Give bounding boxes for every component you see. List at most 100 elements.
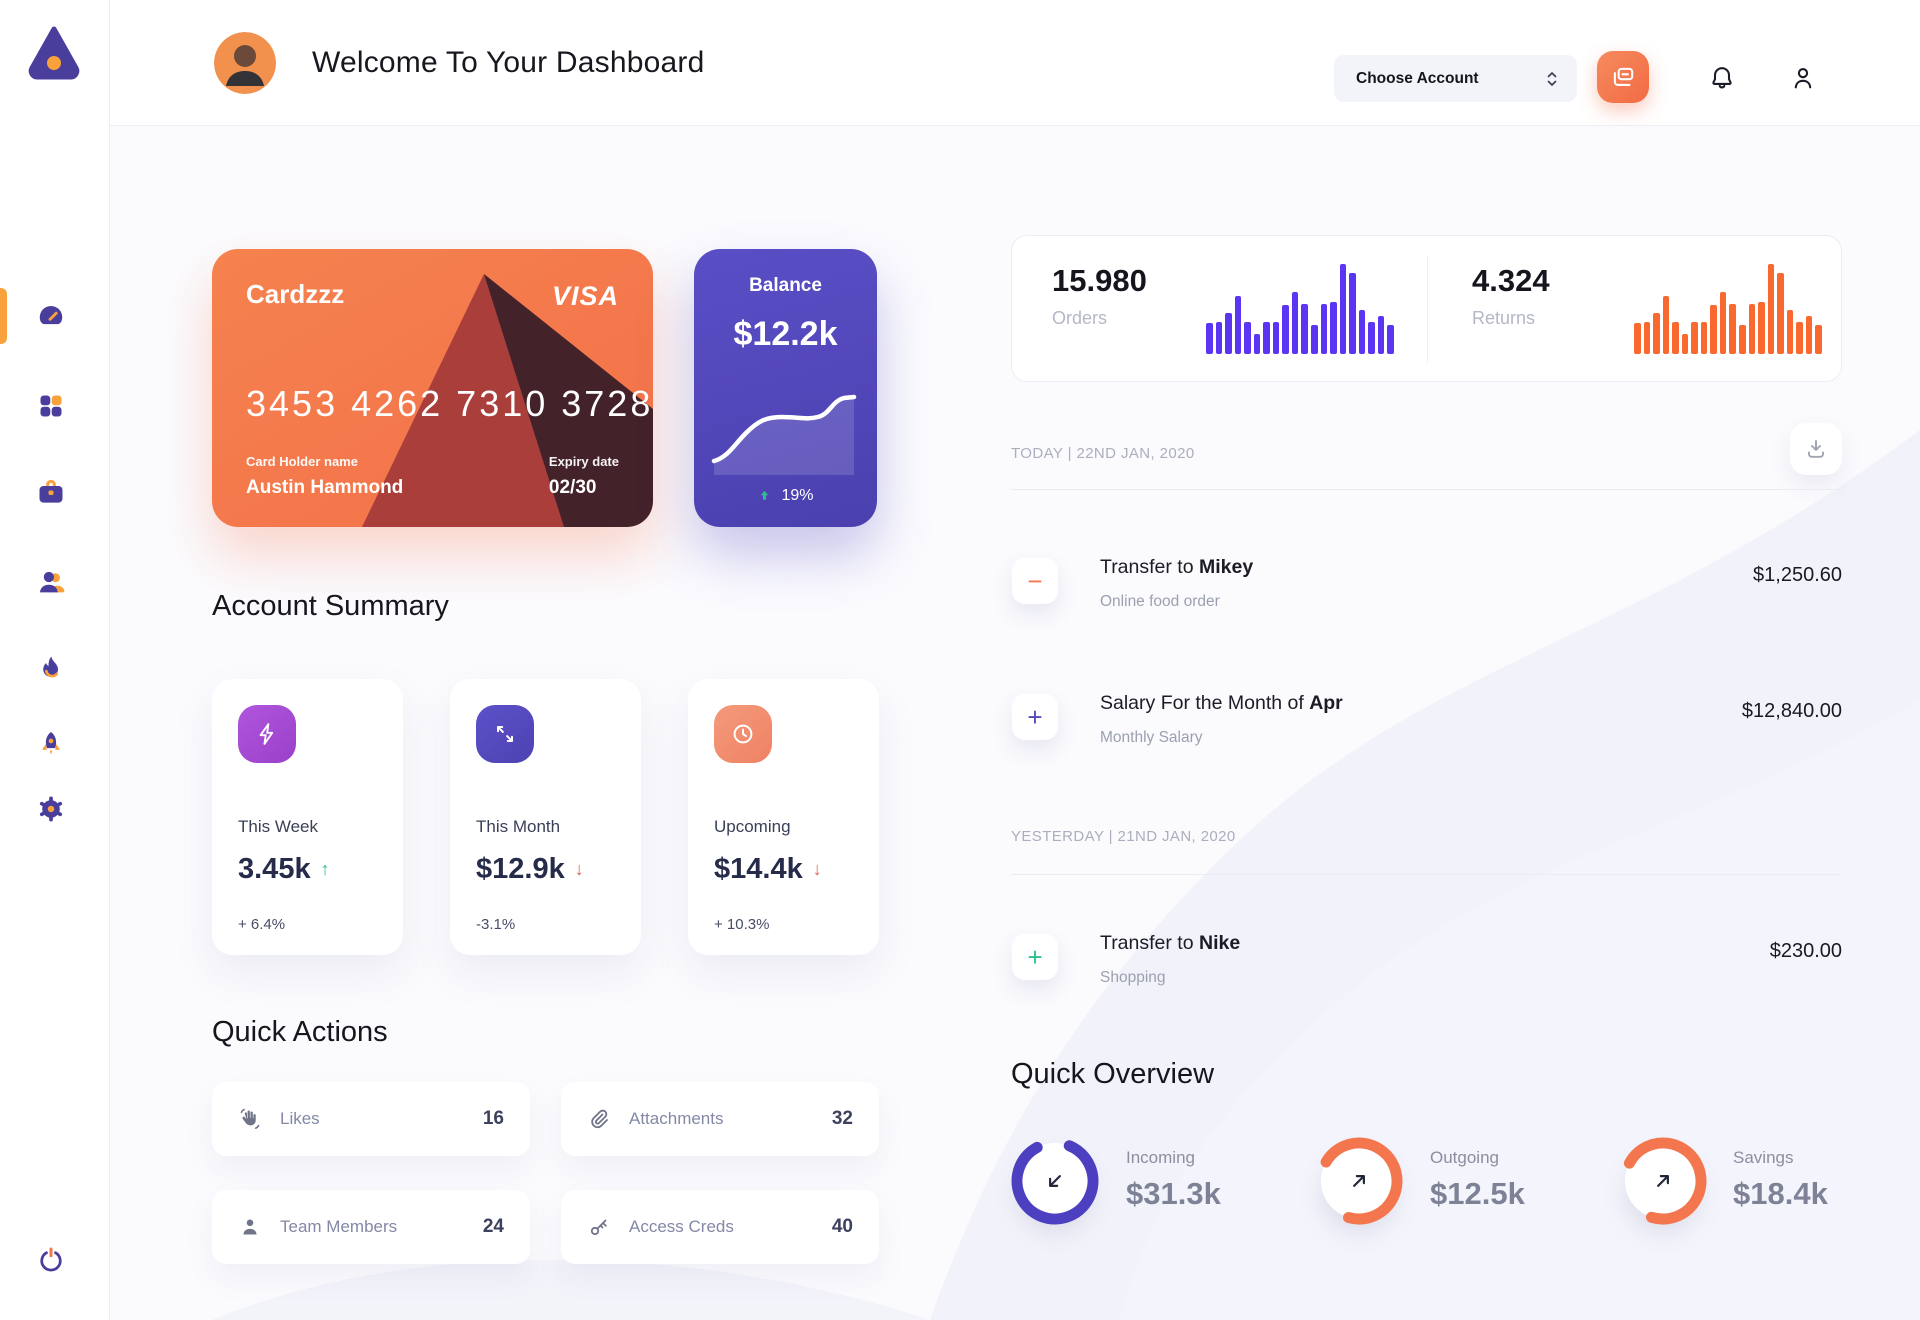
balance-label: Balance <box>749 275 822 296</box>
divider <box>1011 874 1842 875</box>
yesterday-date-label: YESTERDAY | 21ND JAN, 2020 <box>1011 828 1236 845</box>
person-icon <box>243 1219 257 1235</box>
gauge-label: Savings <box>1733 1148 1794 1167</box>
app-logo[interactable] <box>24 22 84 82</box>
action-label: Attachments <box>629 1109 724 1128</box>
header: Welcome To Your Dashboard Choose Account <box>110 0 1920 126</box>
bolt-icon <box>259 723 274 745</box>
transaction-title: Transfer to Nike <box>1100 932 1241 954</box>
card-expiry-date: 02/30 <box>548 477 597 498</box>
gauge-value: $12.5k <box>1430 1176 1525 1211</box>
action-label: Team Members <box>280 1217 398 1236</box>
visa-logo: VISA <box>551 281 619 311</box>
active-nav-indicator <box>0 288 7 344</box>
outgoing-gauge <box>1311 1133 1407 1229</box>
gauge-label: Outgoing <box>1430 1148 1499 1167</box>
dashboard-icon <box>39 306 63 325</box>
orders-value: 15.980 <box>1052 263 1147 298</box>
quick-action-likes[interactable]: Likes 16 <box>212 1082 530 1156</box>
sidebar-item-trending[interactable] <box>23 640 79 696</box>
swap-arrows-icon <box>497 726 513 742</box>
transaction-row-mikey[interactable]: − Transfer to Mikey Online food order $1… <box>1011 556 1842 616</box>
summary-card-upcoming: Upcoming $14.4k ↓ + 10.3% <box>688 679 879 955</box>
sidebar-item-launch[interactable] <box>23 716 79 772</box>
profile-button[interactable] <box>1782 57 1824 99</box>
notifications-button[interactable] <box>1701 57 1743 99</box>
transaction-row-salary[interactable]: + Salary For the Month of Apr Monthly Sa… <box>1011 692 1842 752</box>
summary-change: + 10.3% <box>714 916 770 933</box>
summary-value: $12.9k <box>476 853 565 885</box>
today-date-label: TODAY | 22ND JAN, 2020 <box>1011 445 1195 462</box>
triangle-logo-icon <box>28 26 80 80</box>
trend-down-arrow: ↓ <box>812 859 822 879</box>
quick-actions-title: Quick Actions <box>212 1016 388 1048</box>
summary-value: $14.4k <box>714 853 803 885</box>
action-count: 40 <box>831 1216 853 1237</box>
gauge-label: Incoming <box>1126 1148 1195 1167</box>
quick-action-access-creds[interactable]: Access Creds 40 <box>561 1190 879 1264</box>
transaction-row-nike[interactable]: + Transfer to Nike Shopping $230.00 <box>1011 932 1842 992</box>
returns-label: Returns <box>1472 308 1536 328</box>
logout-power-button[interactable] <box>23 1232 79 1288</box>
messages-button[interactable] <box>1597 51 1649 103</box>
sidebar-item-work[interactable] <box>23 464 79 520</box>
account-summary-title: Account Summary <box>212 590 449 622</box>
page-title: Welcome To Your Dashboard <box>312 46 705 79</box>
sidebar-item-dashboard[interactable] <box>23 288 79 344</box>
action-count: 16 <box>482 1108 504 1129</box>
summary-label: This Week <box>238 817 318 836</box>
summary-label: Upcoming <box>714 817 791 836</box>
sidebar-item-apps[interactable] <box>23 378 79 434</box>
download-icon <box>1808 440 1824 458</box>
waving-hand-icon <box>240 1108 260 1129</box>
orders-returns-stats-card: 15.980 Orders 4.324 Returns <box>1011 235 1842 382</box>
flame-icon <box>43 656 59 678</box>
card-decoration <box>362 274 653 527</box>
clock-icon <box>733 724 753 744</box>
action-count: 32 <box>831 1108 853 1129</box>
trend-up-arrow: ↑ <box>320 859 330 879</box>
credit-card: Cardzzz VISA 3453 4262 7310 3728 Card Ho… <box>212 249 653 527</box>
avatar-image <box>214 32 276 94</box>
gauge-value: $31.3k <box>1126 1176 1221 1211</box>
plus-icon: + <box>1012 934 1058 980</box>
users-icon <box>40 571 65 593</box>
bell-icon <box>1712 67 1732 89</box>
rocket-icon <box>42 732 60 755</box>
action-label: Access Creds <box>629 1217 734 1236</box>
orders-bar-chart <box>1206 264 1394 354</box>
balance-change: 19% <box>781 487 814 504</box>
card-holder-name: Austin Hammond <box>246 477 404 498</box>
apps-grid-icon <box>40 395 62 417</box>
quick-overview-title: Quick Overview <box>1011 1058 1215 1090</box>
power-icon <box>40 1247 62 1272</box>
divider <box>1011 489 1842 490</box>
minus-icon: − <box>1012 558 1058 604</box>
transaction-title: Transfer to Mikey <box>1100 556 1254 578</box>
sidebar-item-settings[interactable] <box>23 781 79 837</box>
balance-trend-chart <box>711 394 857 475</box>
download-statement-button[interactable] <box>1790 423 1842 475</box>
returns-bar-chart <box>1634 264 1822 354</box>
trend-up-icon <box>761 490 769 500</box>
action-label: Likes <box>280 1109 320 1128</box>
card-number: 3453 4262 7310 3728 <box>246 383 653 424</box>
chat-icon <box>1613 67 1634 86</box>
returns-value: 4.324 <box>1472 263 1550 298</box>
divider <box>1427 256 1428 363</box>
user-avatar[interactable] <box>214 32 276 94</box>
account-selector[interactable]: Choose Account <box>1334 55 1577 102</box>
quick-action-team-members[interactable]: Team Members 24 <box>212 1190 530 1264</box>
incoming-gauge <box>1007 1133 1103 1229</box>
quick-action-attachments[interactable]: Attachments 32 <box>561 1082 879 1156</box>
account-selector-label: Choose Account <box>1356 69 1479 87</box>
sidebar-item-team[interactable] <box>23 554 79 610</box>
settings-gear-icon <box>39 796 63 822</box>
sidebar <box>0 0 110 1320</box>
transaction-title: Salary For the Month of Apr <box>1100 692 1343 714</box>
card-expiry-label: Expiry date <box>548 454 619 469</box>
summary-change: + 6.4% <box>238 916 286 933</box>
summary-card-this-week: This Week 3.45k ↑ + 6.4% <box>212 679 403 955</box>
card-holder-label: Card Holder name <box>246 454 358 469</box>
